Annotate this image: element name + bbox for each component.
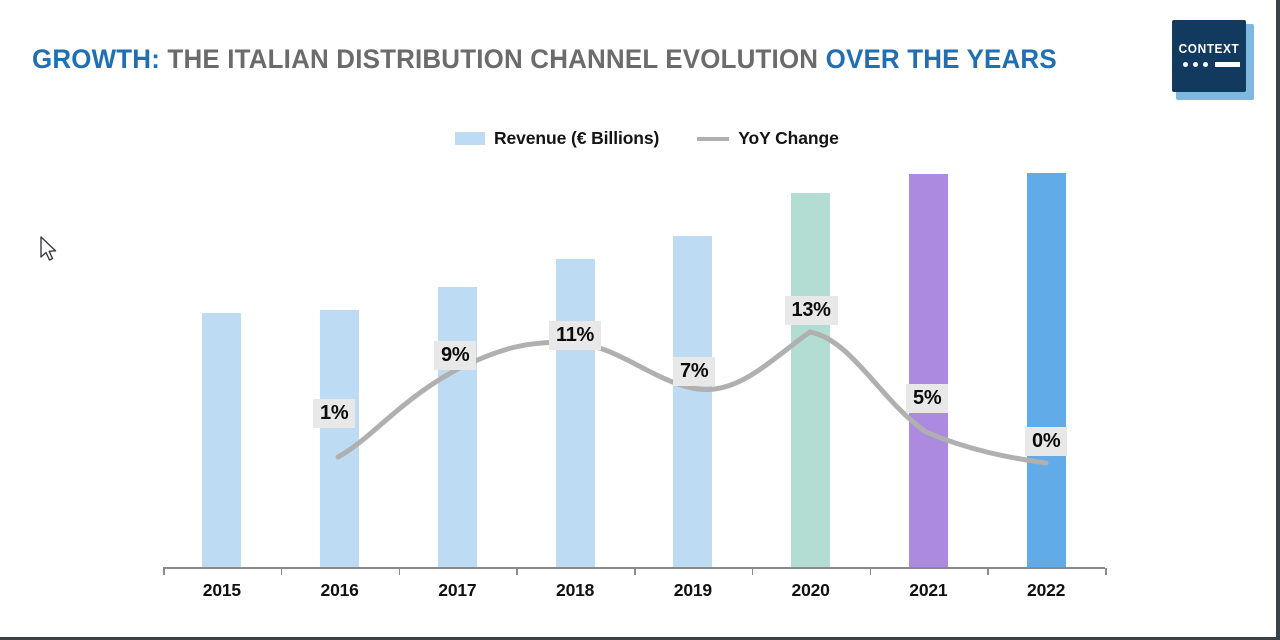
window-edge-bottom	[0, 637, 1280, 640]
yoy-label-2016: 1%	[313, 399, 356, 428]
bar-2017[interactable]	[437, 287, 477, 568]
legend-swatch-revenue	[455, 132, 485, 145]
yoy-label-2022: 0%	[1025, 427, 1068, 456]
x-axis-line	[163, 567, 1105, 569]
x-tick-2021	[869, 568, 871, 575]
bar-2016[interactable]	[320, 310, 360, 568]
x-label-2015: 2015	[202, 580, 241, 600]
x-label-2017: 2017	[438, 580, 477, 600]
chart-legend: Revenue (€ Billions) YoY Change	[455, 128, 839, 149]
logo-box: CONTEXT	[1172, 20, 1246, 92]
logo-marks	[1183, 62, 1240, 67]
x-label-2022: 2022	[1027, 580, 1066, 600]
logo-dot-3	[1203, 62, 1208, 67]
x-label-2020: 2020	[791, 580, 830, 600]
x-tick-2020	[751, 568, 754, 575]
yoy-label-2020: 13%	[784, 296, 838, 325]
legend-label-revenue: Revenue (€ Billions)	[494, 128, 660, 148]
legend-item-revenue[interactable]: Revenue (€ Billions)	[455, 128, 659, 149]
x-tick-2019	[634, 568, 636, 575]
x-tick-2017	[398, 568, 400, 575]
x-label-2016: 2016	[320, 580, 359, 600]
bar-2018[interactable]	[555, 258, 595, 568]
window-edge-right	[1276, 0, 1280, 640]
legend-label-yoy-change: YoY Change	[738, 128, 839, 148]
bar-2019[interactable]	[673, 236, 713, 568]
context-logo: CONTEXT	[1172, 20, 1254, 100]
yoy-label-2017: 9%	[434, 341, 477, 370]
logo-bar	[1215, 62, 1240, 67]
x-tick-2018	[516, 568, 518, 575]
bar-2021[interactable]	[908, 174, 948, 568]
x-tick-2015	[163, 568, 165, 575]
yoy-label-2019: 7%	[673, 357, 716, 386]
yoy-label-2021: 5%	[906, 384, 949, 413]
title-part-growth: GROWTH:	[32, 44, 161, 74]
x-tick-2022	[987, 568, 989, 575]
x-label-2019: 2019	[673, 580, 712, 600]
x-label-2018: 2018	[556, 580, 595, 600]
bar-2022[interactable]	[1026, 172, 1066, 568]
x-label-2021: 2021	[909, 580, 948, 600]
bar-2015[interactable]	[202, 312, 242, 568]
x-tick-2016	[280, 568, 283, 575]
logo-dot-1	[1183, 62, 1188, 67]
x-tick-end	[1105, 568, 1107, 575]
logo-dot-2	[1193, 62, 1198, 67]
yoy-label-2018: 11%	[549, 321, 602, 350]
legend-item-yoy-change[interactable]: YoY Change	[697, 128, 839, 149]
bar-2020[interactable]	[791, 192, 831, 568]
logo-wordmark: CONTEXT	[1178, 42, 1240, 56]
page-title: GROWTH: THE ITALIAN DISTRIBUTION CHANNEL…	[32, 42, 1057, 76]
title-part-years: OVER THE YEARS	[825, 44, 1057, 74]
legend-line-yoy-change	[697, 136, 730, 141]
mouse-cursor	[40, 236, 57, 261]
title-part-main: THE ITALIAN DISTRIBUTION CHANNEL EVOLUTI…	[160, 44, 826, 74]
window-edge-inner	[1274, 0, 1276, 640]
